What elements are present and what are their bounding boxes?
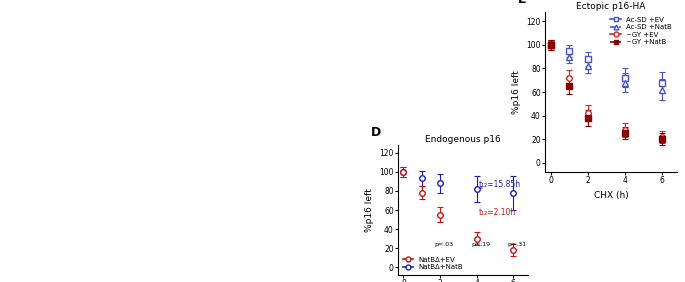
Text: D: D	[371, 126, 381, 139]
Title: Ectopic p16-HA: Ectopic p16-HA	[576, 2, 646, 11]
Text: t₁₂=2.10h: t₁₂=2.10h	[479, 208, 516, 217]
Text: t₁₂=15.85h: t₁₂=15.85h	[479, 180, 521, 189]
Text: p=.03: p=.03	[434, 242, 453, 247]
Y-axis label: %p16 left: %p16 left	[365, 188, 374, 232]
Text: p=.31: p=.31	[508, 242, 527, 247]
Title: Endogenous p16: Endogenous p16	[425, 135, 501, 144]
Legend: Ac-SD +EV, Ac-SD +NatB, ~GY +EV, ~GY +NatB: Ac-SD +EV, Ac-SD +NatB, ~GY +EV, ~GY +Na…	[609, 16, 673, 47]
Text: E: E	[518, 0, 526, 6]
Y-axis label: %p16 left: %p16 left	[512, 70, 521, 114]
X-axis label: CHX (h): CHX (h)	[594, 191, 628, 200]
Text: p=.19: p=.19	[471, 242, 490, 247]
Legend: NatBΔ+EV, NatBΔ+NatB: NatBΔ+EV, NatBΔ+NatB	[401, 255, 465, 272]
